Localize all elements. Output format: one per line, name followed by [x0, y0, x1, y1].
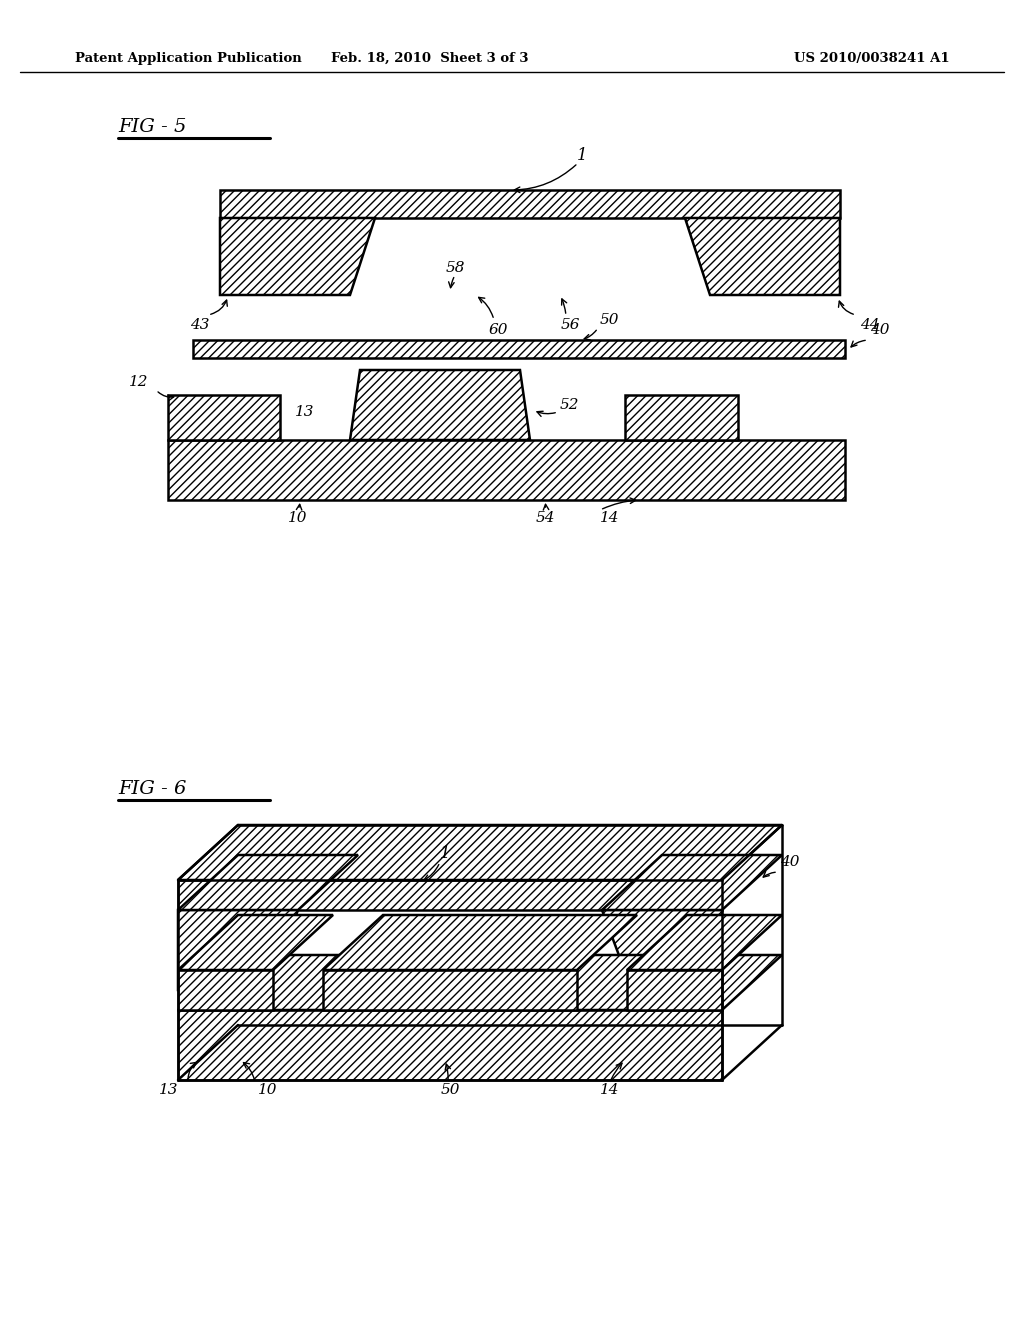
Polygon shape — [627, 970, 722, 1010]
Text: 56: 56 — [560, 318, 580, 333]
Polygon shape — [323, 915, 637, 970]
Polygon shape — [178, 1010, 722, 1080]
Text: US 2010/0038241 A1: US 2010/0038241 A1 — [795, 51, 950, 65]
Bar — [193, 341, 845, 358]
Text: 44: 44 — [860, 318, 880, 333]
Bar — [625, 395, 738, 440]
Text: 1: 1 — [439, 845, 451, 862]
Text: 13: 13 — [159, 1082, 178, 1097]
Polygon shape — [602, 909, 722, 990]
Polygon shape — [178, 880, 722, 909]
Polygon shape — [178, 909, 298, 990]
Text: 13: 13 — [295, 405, 314, 418]
Text: 1: 1 — [577, 147, 588, 164]
Polygon shape — [602, 855, 782, 909]
Polygon shape — [323, 970, 577, 1010]
Text: 50: 50 — [440, 1082, 460, 1097]
Text: FIG - 5: FIG - 5 — [118, 117, 186, 136]
Text: 40: 40 — [870, 323, 890, 337]
Polygon shape — [178, 825, 782, 880]
Text: 10: 10 — [288, 511, 308, 525]
Text: 14: 14 — [600, 1082, 620, 1097]
Text: Feb. 18, 2010  Sheet 3 of 3: Feb. 18, 2010 Sheet 3 of 3 — [331, 51, 528, 65]
Polygon shape — [178, 855, 358, 909]
Text: 60: 60 — [488, 323, 508, 337]
Polygon shape — [220, 218, 375, 294]
Text: Patent Application Publication: Patent Application Publication — [75, 51, 302, 65]
Text: 58: 58 — [445, 261, 465, 275]
Polygon shape — [178, 954, 782, 1010]
Text: 52: 52 — [560, 399, 580, 412]
Text: 40: 40 — [780, 855, 800, 869]
Bar — [168, 395, 280, 440]
Text: 54: 54 — [536, 511, 555, 525]
Text: 50: 50 — [600, 313, 620, 327]
Text: 12: 12 — [128, 375, 148, 389]
Polygon shape — [627, 915, 782, 970]
Text: 43: 43 — [190, 318, 210, 333]
Polygon shape — [685, 218, 840, 294]
Polygon shape — [350, 370, 530, 440]
Text: 10: 10 — [258, 1082, 278, 1097]
Polygon shape — [178, 970, 273, 1010]
Polygon shape — [178, 915, 333, 970]
Bar — [168, 440, 845, 500]
Text: 14: 14 — [600, 511, 620, 525]
Bar — [220, 190, 840, 218]
Text: FIG - 6: FIG - 6 — [118, 780, 186, 799]
